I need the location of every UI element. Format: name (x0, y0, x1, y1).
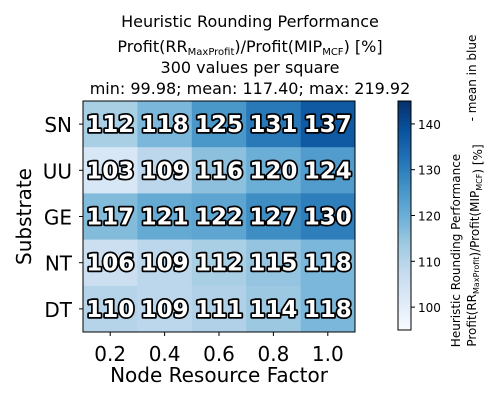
heatmap-cell (137, 147, 193, 194)
colorbar-tick-label: 100 (418, 301, 441, 315)
colorbar-label-line-2: Profit(RRMaxProfit)/Profit(MIPMCF) [%] (465, 144, 485, 346)
cell-value-label: 130 (304, 205, 352, 231)
cell-value-label: 124 (304, 158, 352, 184)
heatmap-cell (191, 101, 247, 148)
cell-value-label: 137 (304, 112, 352, 138)
colorbar (397, 100, 412, 331)
y-axis-label: Substrate (12, 168, 36, 265)
heatmap-cell (191, 193, 247, 240)
heatmap-cell (246, 147, 301, 194)
chart-title-line-3: 300 values per square (160, 58, 340, 77)
cell-value-label: 109 (141, 158, 189, 184)
y-tick-label: GE (44, 206, 72, 230)
cell-value-label: 115 (249, 251, 297, 277)
cell-value-label: 117 (86, 205, 134, 231)
y-tick-label: SN (44, 113, 72, 137)
cell-value-label: 110 (86, 297, 134, 323)
heatmap-cell (191, 147, 247, 194)
cell-value-label: 112 (86, 112, 134, 138)
x-tick-label: 0.8 (257, 342, 289, 366)
heatmap-cell (246, 101, 301, 148)
x-tick-label: 0.6 (203, 342, 235, 366)
x-tick-label: 0.4 (149, 342, 181, 366)
cell-value-label: 116 (195, 158, 243, 184)
y-tick-label: UU (43, 159, 72, 183)
heatmap-cell (83, 147, 138, 194)
colorbar-tick-label: 110 (418, 255, 441, 269)
colorbar-tick-label: 130 (418, 164, 441, 178)
heatmap-cell (83, 193, 138, 240)
chart-title-line-1: Heuristic Rounding Performance (121, 12, 379, 31)
heatmap-cell (83, 101, 138, 148)
heatmap-cell (300, 193, 356, 240)
heatmap-cell (300, 147, 356, 194)
colorbar-label-line-1: Heuristic Rounding Performance (449, 154, 463, 347)
heatmap-cell (137, 285, 193, 333)
cell-value-label: 131 (249, 112, 297, 138)
x-tick-label: 1.0 (312, 342, 344, 366)
cell-value-label: 109 (141, 251, 189, 277)
x-tick-label: 0.2 (94, 342, 126, 366)
cell-value-label: 127 (249, 205, 297, 231)
heatmap-cell (246, 193, 301, 240)
heatmap-cell (246, 239, 301, 287)
cell-value-label: 118 (304, 297, 352, 323)
cell-value-label: 120 (249, 158, 297, 184)
heatmap-cell (191, 285, 247, 333)
colorbar-tick-label: 140 (418, 118, 441, 132)
y-tick-label: DT (44, 298, 72, 322)
colorbar-tick-label: 120 (418, 210, 441, 224)
cell-value-label: 125 (195, 112, 243, 138)
heatmap-cell (83, 239, 138, 287)
heatmap-cell (246, 285, 301, 333)
cell-value-label: 114 (249, 297, 297, 323)
colorbar-side-label: - mean in blue (465, 35, 479, 122)
heatmap-cell (300, 239, 356, 287)
cell-value-label: 103 (86, 158, 134, 184)
x-axis-label: Node Resource Factor (110, 363, 329, 387)
cell-value-label: 118 (141, 112, 189, 138)
heatmap-cell (300, 101, 356, 148)
cell-value-label: 106 (86, 251, 134, 277)
heatmap-cell (137, 239, 193, 287)
cell-value-label: 109 (141, 297, 189, 323)
cell-value-label: 111 (195, 297, 243, 323)
cell-value-label: 112 (195, 251, 243, 277)
heatmap-cell (137, 101, 193, 148)
heatmap-cell (83, 285, 138, 333)
heatmap-cell (191, 239, 247, 287)
chart-title-line-4: min: 99.98; mean: 117.40; max: 219.92 (89, 79, 411, 98)
y-tick-label: NT (45, 252, 73, 276)
heatmap-cell (137, 193, 193, 240)
cell-value-label: 118 (304, 251, 352, 277)
chart-title-line-2: Profit(RRMaxProfit)/Profit(MIPMCF) [%] (117, 37, 383, 58)
cell-value-label: 121 (141, 205, 189, 231)
cell-value-label: 122 (195, 205, 243, 231)
heatmap-cell (300, 285, 356, 333)
